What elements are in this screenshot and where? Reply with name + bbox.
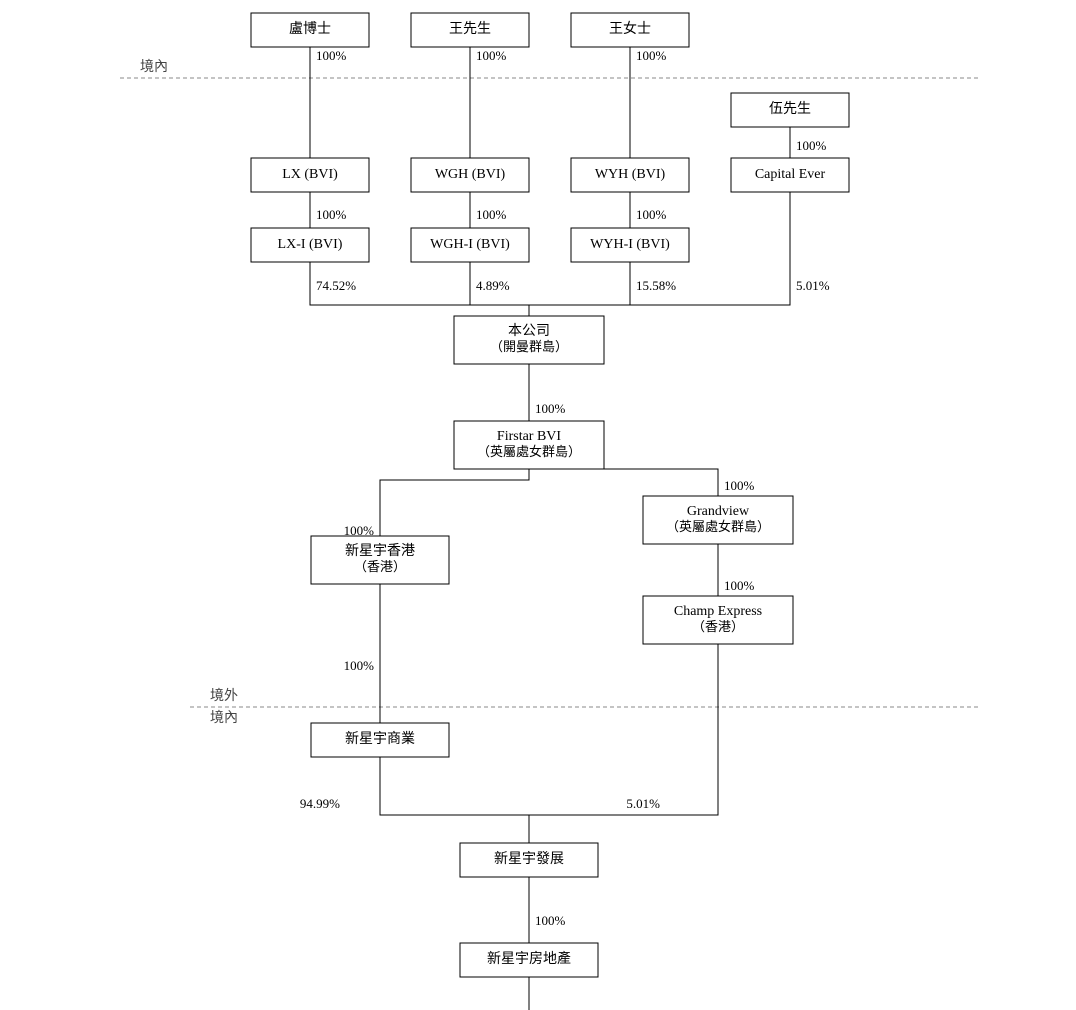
org-node-xxysy: 新星宇商業 [311, 723, 449, 757]
ownership-percent: 100% [316, 207, 347, 222]
ownership-edge [604, 469, 718, 496]
ownership-percent: 100% [316, 48, 347, 63]
org-chart-diagram: 境內境外境內100%100%100%100%100%100%100%74.52%… [0, 0, 1076, 1010]
org-node-label: 新星宇房地產 [487, 950, 571, 967]
org-node-lxi: LX-I (BVI) [251, 228, 369, 262]
region-label-domestic-bottom: 境內 [210, 710, 238, 726]
org-node-label: WGH (BVI) [435, 167, 506, 182]
org-node-capever: Capital Ever [731, 158, 849, 192]
org-node-label: 新星宇香港 [345, 543, 415, 559]
ownership-percent: 100% [476, 207, 507, 222]
ownership-percent: 100% [476, 48, 507, 63]
ownership-edge [529, 262, 630, 305]
org-node-grandview: Grandview（英屬處女群島） [643, 496, 793, 544]
org-node-label: （英屬處女群島） [477, 444, 581, 459]
ownership-percent: 100% [724, 478, 755, 493]
org-node-firstar: Firstar BVI（英屬處女群島） [454, 421, 604, 469]
org-node-wang_mr: 王先生 [411, 13, 529, 47]
ownership-percent: 15.58% [636, 278, 676, 293]
org-node-label: Grandview [687, 504, 750, 519]
org-node-label: 本公司 [508, 323, 550, 339]
region-label-overseas: 境外 [210, 688, 238, 704]
ownership-percent: 94.99% [300, 796, 340, 811]
org-node-lx_bvi: LX (BVI) [251, 158, 369, 192]
ownership-edge [380, 757, 529, 843]
org-node-label: WYH (BVI) [595, 167, 666, 182]
org-node-label: LX (BVI) [282, 167, 338, 182]
ownership-edge [529, 644, 718, 815]
org-node-label: （英屬處女群島） [666, 519, 770, 534]
ownership-percent: 100% [535, 401, 566, 416]
org-node-wyh_bvi: WYH (BVI) [571, 158, 689, 192]
org-node-xxyhk: 新星宇香港（香港） [311, 536, 449, 584]
org-node-label: （開曼群島） [490, 339, 568, 354]
org-node-lu: 盧博士 [251, 13, 369, 47]
org-node-wyhi: WYH-I (BVI) [571, 228, 689, 262]
org-node-wghi: WGH-I (BVI) [411, 228, 529, 262]
ownership-percent: 5.01% [626, 796, 660, 811]
ownership-percent: 4.89% [476, 278, 510, 293]
org-node-company: 本公司（開曼群島） [454, 316, 604, 364]
ownership-percent: 100% [724, 578, 755, 593]
org-node-label: 新星宇發展 [494, 851, 564, 867]
org-node-label: WGH-I (BVI) [430, 237, 510, 252]
org-node-label: 新星宇商業 [345, 731, 415, 747]
org-node-xxyfz: 新星宇發展 [460, 843, 598, 877]
org-node-label: 王先生 [449, 21, 491, 37]
ownership-percent: 5.01% [796, 278, 830, 293]
ownership-percent: 74.52% [316, 278, 356, 293]
org-node-label: 王女士 [609, 20, 651, 37]
org-node-wu_mr: 伍先生 [731, 93, 849, 127]
org-node-label: 盧博士 [289, 20, 331, 37]
org-node-wang_ms: 王女士 [571, 13, 689, 47]
org-node-label: Firstar BVI [497, 429, 562, 444]
org-node-label: Capital Ever [755, 167, 826, 182]
org-node-label: 伍先生 [769, 101, 811, 117]
org-node-label: （香港） [354, 559, 406, 574]
ownership-percent: 100% [796, 138, 827, 153]
org-node-label: （香港） [692, 619, 744, 634]
org-node-label: LX-I (BVI) [278, 237, 343, 252]
ownership-percent: 100% [636, 207, 667, 222]
org-node-label: Champ Express [674, 604, 762, 619]
region-label-domestic-top: 境內 [140, 59, 168, 75]
org-node-champ: Champ Express（香港） [643, 596, 793, 644]
ownership-edge [380, 469, 529, 536]
org-node-xxyfdc: 新星宇房地產 [460, 943, 598, 977]
org-node-label: WYH-I (BVI) [590, 237, 670, 252]
ownership-percent: 100% [344, 658, 375, 673]
ownership-percent: 100% [535, 913, 566, 928]
ownership-percent: 100% [636, 48, 667, 63]
org-node-wgh_bvi: WGH (BVI) [411, 158, 529, 192]
